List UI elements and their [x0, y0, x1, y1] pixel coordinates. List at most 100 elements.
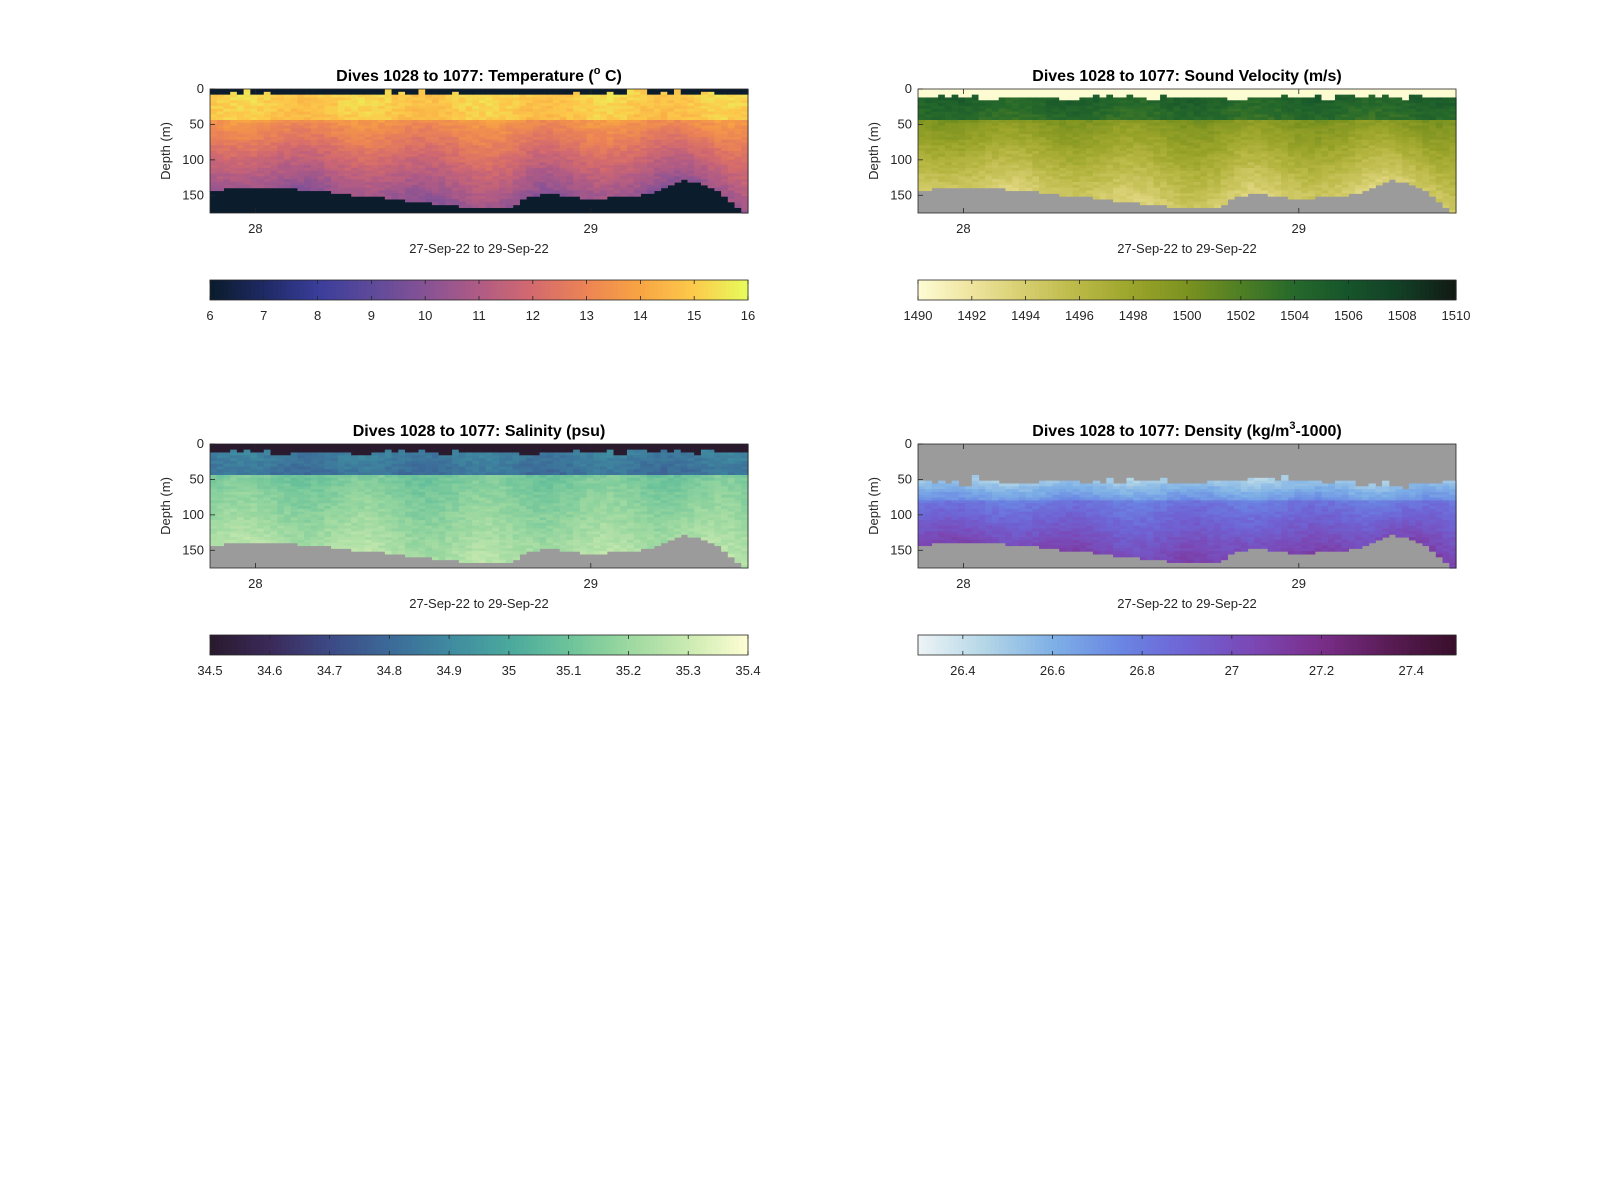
heatmap-cell [944, 97, 953, 101]
heatmap-cell [559, 136, 568, 141]
heatmap-cell [357, 97, 366, 101]
heatmap-cell [579, 139, 588, 144]
heatmap-cell [532, 190, 541, 194]
heatmap-cell [236, 167, 245, 172]
heatmap-cell [458, 94, 467, 99]
heatmap-cell [310, 111, 319, 115]
heatmap-cell [965, 184, 973, 189]
heatmap-cell [600, 145, 608, 149]
heatmap-cell [257, 179, 265, 183]
heatmap-cell [741, 196, 749, 200]
heatmap-cell [425, 190, 433, 194]
heatmap-cell [606, 103, 615, 107]
heatmap-cell [640, 111, 648, 115]
heatmap-cell [263, 184, 272, 189]
heatmap-cell [741, 100, 749, 104]
colorbar-tick-label: 15 [687, 308, 701, 323]
heatmap-cell [210, 145, 218, 149]
heatmap-cell [243, 105, 251, 110]
heatmap-cell [674, 120, 682, 124]
heatmap-cell [310, 134, 319, 138]
heatmap-cell [270, 142, 278, 146]
heatmap-cell [918, 100, 926, 104]
heatmap-cell [357, 125, 366, 130]
heatmap-cell [458, 204, 467, 208]
heatmap-cell [304, 148, 312, 152]
heatmap-cell [438, 105, 446, 110]
heatmap-cell [351, 89, 359, 93]
heatmap-cell [633, 151, 641, 155]
heatmap-cell [586, 190, 594, 194]
heatmap-cell [532, 136, 541, 141]
heatmap-cell [216, 134, 225, 138]
heatmap-cell [539, 117, 547, 121]
heatmap-cell [653, 128, 662, 132]
heatmap-cell [384, 142, 393, 146]
heatmap-cell [391, 153, 399, 158]
heatmap-cell [951, 182, 959, 186]
heatmap-cell [479, 167, 487, 172]
heatmap-cell [694, 145, 702, 149]
heatmap-cell [236, 105, 245, 110]
heatmap-cell [250, 100, 258, 104]
heatmap-cell [593, 139, 601, 144]
heatmap-cell [331, 94, 339, 99]
heatmap-cell [223, 89, 231, 93]
heatmap-cell [270, 153, 278, 158]
heatmap-cell [526, 145, 534, 149]
heatmap-cell [579, 128, 588, 132]
heatmap-cell [270, 125, 278, 130]
heatmap-cell [458, 159, 467, 163]
heatmap-cell [586, 173, 594, 177]
heatmap-cell [223, 173, 231, 177]
heatmap-cell [546, 94, 554, 99]
heatmap-cell [539, 91, 547, 96]
heatmap-cell [951, 125, 959, 130]
heatmap-cell [465, 156, 473, 161]
heatmap-cell [297, 120, 305, 124]
heatmap-cell [257, 108, 265, 113]
heatmap-cell [573, 91, 581, 96]
heatmap-cell [734, 182, 742, 186]
heatmap-cell [546, 167, 554, 172]
heatmap-cell [924, 94, 933, 99]
heatmap-cell [600, 153, 608, 158]
heatmap-cell [613, 103, 621, 107]
heatmap-cell [734, 159, 742, 163]
heatmap-cell [331, 190, 339, 194]
heatmap-cell [1059, 193, 1067, 197]
heatmap-cell [653, 131, 662, 135]
heatmap-cell [445, 148, 453, 152]
heatmap-cell [283, 179, 292, 183]
heatmap-cell [579, 162, 588, 166]
heatmap-cell [344, 105, 352, 110]
heatmap-cell [552, 134, 561, 138]
heatmap-cell [640, 128, 648, 132]
heatmap-cell [918, 136, 926, 141]
heatmap-cell [324, 145, 332, 149]
heatmap-cell [600, 134, 608, 138]
heatmap-cell [458, 173, 467, 177]
heatmap-cell [411, 139, 420, 144]
heatmap-cell [431, 134, 440, 138]
heatmap-cell [297, 148, 305, 152]
heatmap-cell [944, 179, 953, 183]
heatmap-cell [357, 184, 366, 189]
heatmap-cell [965, 100, 973, 104]
heatmap-cell [283, 117, 292, 121]
heatmap-cell [364, 105, 372, 110]
heatmap-cell [727, 91, 736, 96]
heatmap-cell [938, 159, 946, 163]
heatmap-cell [243, 162, 251, 166]
heatmap-cell [398, 184, 406, 189]
heatmap-cell [452, 122, 460, 127]
heatmap-cell [405, 125, 413, 130]
heatmap-cell [210, 156, 218, 161]
heatmap-cell [210, 91, 218, 96]
heatmap-cell [398, 117, 406, 121]
heatmap-cell [465, 120, 473, 124]
heatmap-cell [924, 179, 933, 183]
heatmap-cell [438, 139, 446, 144]
heatmap-cell [344, 162, 352, 166]
heatmap-cell [357, 94, 366, 99]
